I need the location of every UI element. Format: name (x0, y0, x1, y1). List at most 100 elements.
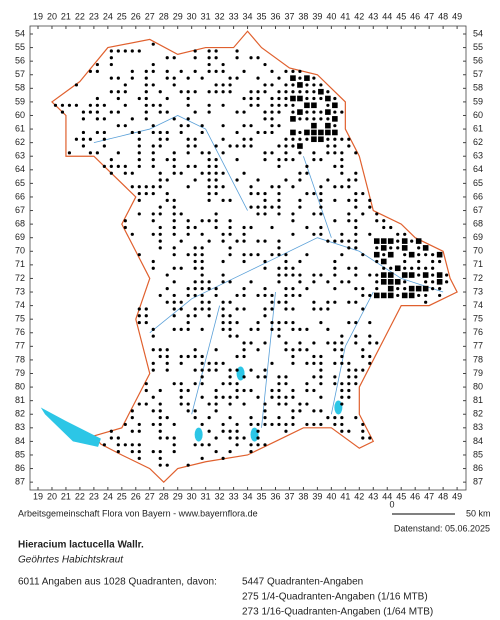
record-dot (312, 361, 316, 365)
record-square (436, 272, 443, 278)
record-dot (249, 388, 253, 393)
record-dot (284, 266, 288, 270)
record-dot (179, 402, 183, 406)
record-dot (228, 395, 232, 399)
record-dot (88, 137, 92, 141)
record-dot (123, 90, 127, 94)
record-dot (354, 178, 358, 182)
record-square (436, 279, 443, 285)
record-dot (228, 280, 232, 284)
record-dot (354, 287, 358, 291)
record-dot (354, 300, 358, 304)
record-dot (144, 402, 148, 406)
record-dot (242, 69, 246, 73)
record-dot (361, 253, 365, 257)
record-dot (270, 225, 274, 230)
record-dot (333, 144, 337, 148)
record-dot (228, 246, 232, 250)
record-dot (165, 76, 169, 80)
record-dot (207, 280, 211, 284)
record-dot (109, 56, 113, 60)
column-label: 47 (424, 491, 434, 501)
record-dot (228, 232, 232, 236)
record-dot (284, 422, 288, 427)
record-dot (375, 280, 379, 284)
river (93, 115, 248, 211)
record-dot (291, 354, 295, 359)
record-dot (354, 320, 358, 325)
record-dot (158, 205, 162, 209)
record-square (380, 279, 387, 285)
column-label: 25 (117, 491, 127, 501)
record-dot (298, 280, 302, 284)
record-dot (270, 253, 274, 257)
record-dot (151, 266, 155, 270)
lake (194, 427, 203, 442)
record-dot (312, 354, 316, 359)
record-dot (319, 375, 323, 379)
record-dot (200, 368, 204, 372)
record-dot (228, 327, 232, 331)
state-outline (51, 30, 458, 483)
record-dot (144, 117, 148, 121)
record-dot (158, 239, 162, 243)
record-dot (81, 110, 86, 114)
row-label: 55 (15, 42, 25, 52)
record-dot (158, 293, 162, 298)
record-dot (270, 293, 274, 298)
record-dot (214, 144, 218, 148)
record-dot (361, 348, 365, 352)
record-dot (312, 232, 316, 236)
record-dot (95, 69, 99, 73)
record-dot (88, 151, 92, 155)
record-dot (228, 314, 232, 318)
record-dot (172, 246, 176, 250)
record-dot (368, 198, 372, 202)
row-label: 58 (15, 83, 25, 93)
record-dot (368, 436, 372, 440)
record-dot (74, 103, 79, 107)
record-dot (298, 76, 302, 80)
record-dot (207, 429, 211, 433)
record-dot (298, 151, 302, 155)
record-dot (361, 368, 365, 372)
record-dot (270, 300, 274, 304)
record-dot (151, 361, 155, 365)
row-label: 65 (473, 178, 483, 188)
record-dot (172, 205, 176, 209)
record-dot (319, 158, 323, 162)
record-dot (347, 280, 351, 284)
record-dot (340, 348, 344, 352)
row-label: 76 (473, 327, 483, 337)
record-dot (137, 456, 141, 460)
row-label: 82 (473, 409, 483, 419)
record-dot (277, 395, 281, 399)
record-dot (417, 293, 421, 298)
record-dot (200, 307, 204, 311)
record-dot (235, 443, 239, 447)
record-dot (438, 287, 442, 291)
record-dot (249, 205, 253, 209)
record-dot (165, 69, 169, 73)
record-dot (81, 117, 86, 121)
record-dot (186, 144, 190, 148)
record-square (373, 292, 380, 299)
record-dot (172, 253, 176, 257)
record-dot (235, 158, 239, 162)
record-dot (340, 341, 344, 345)
column-label: 36 (270, 11, 280, 21)
record-dot (291, 307, 295, 311)
record-dot (361, 307, 365, 311)
record-square (387, 251, 394, 258)
record-dot (340, 280, 344, 284)
record-dot (326, 341, 330, 345)
record-dot (74, 83, 79, 87)
row-label: 84 (15, 436, 25, 446)
record-dot (172, 293, 176, 298)
column-label: 45 (396, 491, 406, 501)
record-dot (368, 293, 372, 298)
record-dot (221, 273, 225, 277)
column-label: 28 (159, 491, 169, 501)
record-dot (298, 341, 302, 345)
record-dot (200, 443, 204, 447)
